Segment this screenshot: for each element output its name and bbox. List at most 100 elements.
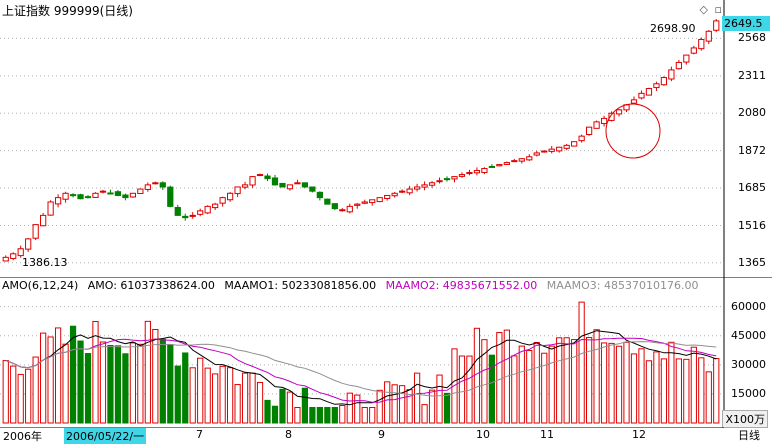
volume-bar [585, 336, 593, 424]
candle [533, 152, 540, 156]
candle [25, 238, 32, 250]
volume-bar [563, 337, 570, 424]
volume-bar [346, 392, 353, 424]
volume-bar [301, 387, 309, 424]
volume-bar [241, 372, 249, 424]
diamond-icon[interactable]: ◇ [699, 3, 708, 16]
volume-bar [234, 384, 241, 424]
candle [144, 184, 151, 190]
volume-bar [122, 353, 129, 424]
candle [354, 203, 361, 206]
candle [152, 182, 159, 185]
legend-maamo2: MAAMO2: 49835671552.00 [385, 279, 538, 292]
volume-bar [324, 406, 331, 424]
volume-bar [690, 346, 697, 424]
volume-bar [615, 345, 623, 424]
candle [241, 184, 249, 188]
candle [705, 30, 712, 42]
volume-bar [114, 345, 122, 424]
candle [2, 256, 9, 262]
candle [182, 215, 189, 219]
volume-bar [182, 352, 189, 424]
candle [339, 209, 346, 212]
candle [526, 156, 533, 161]
volume-bar [62, 343, 69, 424]
price-tick-label: 1685 [738, 181, 766, 194]
volume-bar [279, 388, 286, 424]
date-axis: 2006年 2006/05/22/一 7 8 9 10 11 12 [0, 426, 772, 444]
volume-chart[interactable] [0, 276, 772, 427]
candle [428, 182, 436, 186]
volume-bar [473, 327, 481, 424]
candle [466, 172, 473, 175]
candle [518, 158, 525, 162]
volume-bar [361, 406, 368, 424]
candle [40, 214, 47, 227]
current-price-badge: 2649.5 [722, 16, 770, 31]
candle [84, 196, 92, 199]
candle [256, 174, 264, 177]
candle [197, 210, 204, 215]
candle [114, 191, 122, 196]
candle [294, 182, 301, 185]
candle [630, 99, 638, 104]
candle [593, 121, 600, 129]
date-label-year: 2006年 [3, 430, 42, 443]
candle [47, 201, 54, 216]
candle [10, 253, 17, 259]
period-tab[interactable]: 日线 [738, 429, 760, 442]
candle [226, 192, 234, 201]
volume-bar [107, 345, 114, 424]
volume-bar [683, 358, 690, 424]
candle [571, 141, 578, 147]
candle [406, 188, 413, 194]
candle [331, 203, 338, 210]
volume-bar [668, 341, 675, 424]
candle [32, 224, 39, 239]
volume-bar [376, 389, 383, 424]
volume-bar [331, 406, 338, 424]
candle [361, 201, 368, 204]
candle [212, 203, 219, 209]
volume-bar [548, 345, 555, 424]
ma-line-6 [5, 330, 717, 406]
volume-bar [399, 385, 406, 424]
legend-maamo1: MAAMO1: 50233081856.00 [224, 279, 377, 292]
candle [421, 184, 428, 188]
volume-bar [541, 352, 548, 424]
volume-bar [578, 301, 585, 424]
candle [698, 39, 705, 50]
candle [436, 180, 443, 183]
candle [316, 191, 323, 199]
candle [369, 199, 376, 204]
volume-bar [129, 342, 137, 424]
volume-bar [40, 332, 47, 424]
price-chart[interactable] [0, 0, 772, 277]
volume-bar [713, 358, 720, 424]
candle [668, 69, 675, 80]
volume-bar [526, 349, 533, 424]
volume-bar [369, 406, 376, 424]
volume-panel[interactable]: AMO(6,12,24) AMO: 61037338624.00 MAAMO1:… [0, 276, 772, 428]
volume-bar [443, 392, 451, 424]
volume-bar [137, 343, 144, 424]
candle [376, 197, 383, 203]
candle [279, 182, 286, 188]
volume-bar [428, 389, 436, 424]
volume-bar [571, 339, 578, 424]
volume-bar [47, 336, 54, 424]
candle [399, 190, 406, 193]
volume-bar [488, 354, 496, 424]
candle [451, 176, 458, 180]
price-panel[interactable]: 上证指数 999999(日线) ◇ ▫ 2649.5 2698.90 1386.… [0, 0, 772, 277]
volume-bar [77, 340, 84, 424]
volume-bar [197, 357, 204, 424]
volume-bar [294, 406, 301, 424]
candle [690, 47, 697, 54]
volume-bar [458, 355, 466, 424]
restore-window-icon[interactable]: ▫ [714, 3, 722, 16]
volume-bar [10, 365, 17, 424]
candle [391, 192, 398, 197]
candle [167, 186, 174, 207]
candle [174, 207, 181, 216]
